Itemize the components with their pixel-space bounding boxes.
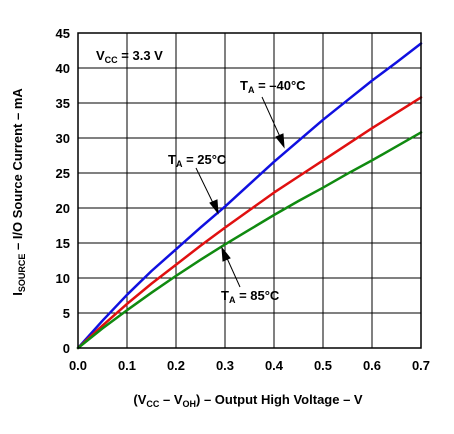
x-tick-label: 0.0 — [69, 358, 87, 373]
condition-sub: CC — [105, 55, 118, 65]
annotation-arrows — [195, 96, 285, 288]
xlabel-mid: – V — [159, 392, 182, 407]
y-tick-label: 45 — [56, 26, 70, 41]
y-tick-label: 15 — [56, 236, 70, 251]
series-label-rest: = 25°C — [182, 152, 226, 167]
arrow-minus40-head — [275, 133, 285, 149]
series-label-main: T — [221, 288, 229, 303]
y-tick-label: 35 — [56, 96, 70, 111]
x-axis-label: (VCC – VOH) – Output High Voltage – V — [133, 392, 363, 409]
x-tick-label: 0.5 — [314, 358, 332, 373]
arrow-25-line — [195, 167, 215, 206]
series-label-sub: A — [229, 295, 236, 305]
series-line-2 — [76, 131, 423, 350]
series-line-1 — [76, 96, 423, 350]
y-tick-labels: 0 5 10 15 20 25 30 35 40 45 — [56, 26, 70, 356]
ylabel-main: I — [10, 292, 25, 296]
plot-frame — [77, 32, 422, 349]
x-tick-label: 0.4 — [265, 358, 284, 373]
series-label-main: T — [168, 152, 176, 167]
y-tick-label: 0 — [63, 341, 70, 356]
xlabel-sub2: OH — [183, 399, 197, 409]
ylabel-rest: – I/O Source Current – mA — [10, 88, 25, 254]
y-tick-label: 10 — [56, 271, 70, 286]
series-label-main: T — [240, 78, 248, 93]
arrow-85-head — [221, 246, 231, 262]
xlabel-open: (V — [133, 392, 146, 407]
y-tick-label: 20 — [56, 201, 70, 216]
y-tick-label: 5 — [63, 306, 70, 321]
series-label-85: TA = 85°C — [221, 288, 280, 305]
series-label-rest: = 85°C — [235, 288, 279, 303]
x-tick-label: 0.1 — [118, 358, 136, 373]
arrow-25-head — [209, 199, 219, 215]
x-tick-label: 0.6 — [363, 358, 381, 373]
x-tick-label: 0.2 — [167, 358, 185, 373]
series-label-minus40: TA = –40°C — [240, 78, 306, 95]
series-label-25: TA = 25°C — [168, 152, 227, 169]
series-label-rest: = –40°C — [254, 78, 306, 93]
ylabel-sub: SOURCE — [17, 254, 27, 293]
arrow-minus40-line — [261, 96, 282, 140]
x-tick-labels: 0.0 0.1 0.2 0.3 0.4 0.5 0.6 0.7 — [69, 358, 430, 373]
curves — [76, 42, 423, 350]
condition-rest: = 3.3 V — [118, 48, 163, 63]
condition-label: VCC = 3.3 V — [96, 48, 163, 65]
x-tick-label: 0.7 — [412, 358, 430, 373]
y-axis-label: ISOURCE – I/O Source Current – mA — [10, 88, 27, 296]
xlabel-rest: ) – Output High Voltage – V — [196, 392, 363, 407]
series-line-0 — [76, 42, 423, 350]
x-tick-label: 0.3 — [216, 358, 234, 373]
arrow-85-line — [225, 255, 241, 288]
y-tick-label: 40 — [56, 61, 70, 76]
condition-main: V — [96, 48, 105, 63]
y-tick-label: 30 — [56, 131, 70, 146]
series-label-sub: A — [248, 85, 255, 95]
series-label-sub: A — [176, 159, 183, 169]
y-tick-label: 25 — [56, 166, 70, 181]
xlabel-sub1: CC — [146, 399, 159, 409]
